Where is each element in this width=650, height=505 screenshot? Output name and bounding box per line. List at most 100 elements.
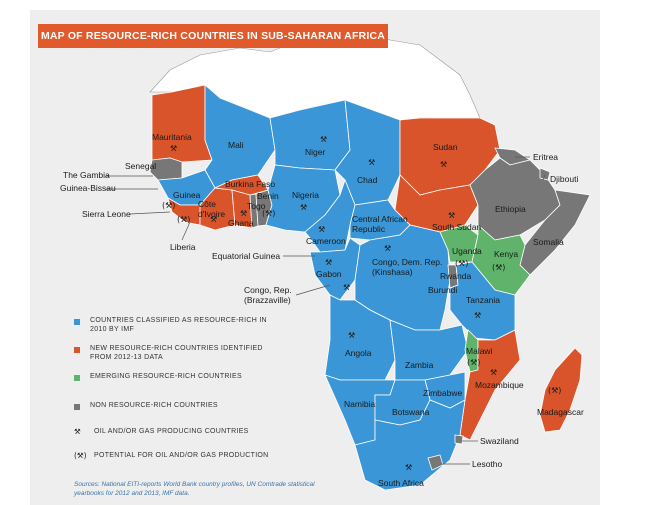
label-botswana: Botswana	[392, 407, 430, 417]
oil-producing-icon: ⚒	[74, 427, 81, 436]
label-zimbabwe: Zimbabwe	[423, 388, 462, 398]
country-zambia[interactable]	[389, 319, 469, 381]
country-tanzania[interactable]	[449, 261, 516, 341]
label-south-africa: South Africa	[378, 478, 424, 488]
oil-producing-icon: ⚒	[343, 283, 350, 292]
label-burundi: Burundi	[428, 285, 457, 295]
callout-leaders	[106, 156, 546, 465]
label-drc: Congo, Dem. Rep. (Kinshasa)	[372, 257, 442, 277]
label-ethiopia: Ethiopia	[495, 204, 526, 214]
legend-item-emerging: EMERGING RESOURCE-RICH COUNTRIES	[74, 372, 242, 381]
country-madagascar[interactable]	[539, 347, 583, 433]
legend-item-non-resource-rich: NON RESOURCE-RICH COUNTRIES	[74, 401, 218, 410]
callout-guinea-bissau: Guinea-Bissau	[60, 183, 116, 193]
label-nigeria: Nigeria	[292, 190, 319, 200]
label-togo: Togo	[247, 201, 266, 211]
label-malawi: Malawi	[466, 346, 493, 356]
oil-producing-icon: ⚒	[474, 311, 481, 320]
oil-producing-icon: ⚒	[325, 258, 332, 267]
legend-swatch-blue	[74, 319, 80, 325]
legend-swatch-gray	[74, 404, 80, 410]
oil-potential-icon: (⚒)	[467, 358, 480, 367]
oil-potential-icon: (⚒)	[492, 263, 505, 272]
label-ghana: Ghana	[228, 218, 254, 228]
country-lesotho[interactable]	[427, 454, 444, 471]
legend-swatch-red	[74, 347, 80, 353]
callout-congo-rep: Congo, Rep. (Brazzaville)	[244, 285, 292, 305]
sources-note: Sources: National EITI-reports World Ban…	[74, 481, 315, 497]
oil-producing-icon: ⚒	[368, 158, 375, 167]
oil-producing-icon: ⚒	[348, 331, 355, 340]
country-mauritania[interactable]	[151, 84, 213, 163]
label-rwanda: Rwanda	[440, 271, 471, 281]
callout-senegal: Senegal	[125, 161, 156, 171]
legend-swatch-green	[74, 375, 80, 381]
country-cameroon[interactable]	[304, 178, 356, 253]
oil-producing-icon: ⚒	[300, 203, 307, 212]
label-chad: Chad	[357, 175, 378, 185]
label-uganda: Uganda	[452, 246, 482, 256]
legend-text: OIL AND/OR GAS PRODUCING COUNTRIES	[94, 428, 249, 435]
label-somalia: Somalia	[533, 237, 564, 247]
label-burkina-faso: Burkina Faso	[225, 179, 275, 189]
oil-producing-icon: ⚒	[448, 211, 455, 220]
oil-producing-icon: ⚒	[210, 215, 217, 224]
label-benin: Benin	[257, 191, 279, 201]
callout-swaziland: Swaziland	[480, 436, 519, 446]
oil-symbols: ⚒ ⚒ ⚒ ⚒ ⚒ ⚒ ⚒ ⚒ (⚒) (⚒) (⚒) ⚒ ⚒ ⚒ ⚒ (⚒) …	[162, 135, 561, 472]
label-tanzania: Tanzania	[466, 295, 500, 305]
label-niger: Niger	[305, 147, 325, 157]
oil-potential-icon: (⚒)	[262, 209, 275, 218]
legend-text: COUNTRIES CLASSIFIED AS RESOURCE-RICH IN…	[90, 317, 267, 333]
oil-producing-icon: ⚒	[384, 244, 391, 253]
callout-eritrea: Eritrea	[533, 152, 558, 162]
oil-potential-icon: (⚒)	[74, 451, 87, 460]
callout-lesotho: Lesotho	[472, 459, 503, 469]
country-kenya[interactable]	[471, 224, 531, 296]
oil-potential-icon: (⚒)	[455, 259, 468, 268]
label-mozambique: Mozambique	[475, 380, 524, 390]
oil-producing-icon: ⚒	[170, 144, 177, 153]
label-guinea: Guinea	[173, 190, 201, 200]
label-zambia: Zambia	[405, 360, 434, 370]
callout-equatorial-guinea: Equatorial Guinea	[212, 251, 280, 261]
callout-the-gambia: The Gambia	[63, 170, 110, 180]
label-sudan: Sudan	[433, 142, 458, 152]
oil-producing-icon: ⚒	[490, 368, 497, 377]
legend-text: NEW RESOURCE-RICH COUNTRIES IDENTIFIED F…	[90, 345, 263, 361]
legend-item-resource-rich: COUNTRIES CLASSIFIED AS RESOURCE-RICH IN…	[74, 316, 274, 334]
callout-liberia: Liberia	[170, 242, 196, 252]
label-angola: Angola	[345, 348, 372, 358]
legend-item-new-resource-rich: NEW RESOURCE-RICH COUNTRIES IDENTIFIED F…	[74, 344, 274, 362]
label-cote-divoire: Côte d'Ivoire	[198, 199, 225, 219]
country-swaziland[interactable]	[454, 434, 464, 445]
oil-producing-icon: ⚒	[320, 135, 327, 144]
legend-item-oil-producing: ⚒ OIL AND/OR GAS PRODUCING COUNTRIES	[74, 427, 249, 436]
callout-sierra-leone: Sierra Leone	[82, 209, 131, 219]
label-kenya: Kenya	[494, 249, 518, 259]
label-gabon: Gabon	[316, 269, 342, 279]
oil-producing-icon: ⚒	[240, 209, 247, 218]
oil-producing-icon: ⚒	[405, 463, 412, 472]
label-madagascar: Madagascar	[537, 407, 584, 417]
legend-item-oil-potential: (⚒) POTENTIAL FOR OIL AND/OR GAS PRODUCT…	[74, 451, 269, 460]
label-south-sudan: South Sudan	[432, 222, 481, 232]
label-mauritania: Mauritania	[152, 132, 192, 142]
country-djibouti[interactable]	[539, 167, 551, 181]
legend-text: NON RESOURCE-RICH COUNTRIES	[90, 402, 218, 409]
oil-producing-icon: ⚒	[318, 225, 325, 234]
oil-potential-icon: (⚒)	[162, 201, 175, 210]
label-cameroon: Cameroon	[306, 236, 346, 246]
callout-djibouti: Djibouti	[550, 174, 578, 184]
country-mozambique[interactable]	[459, 329, 521, 441]
oil-potential-icon: (⚒)	[548, 386, 561, 395]
legend-text: POTENTIAL FOR OIL AND/OR GAS PRODUCTION	[94, 452, 269, 459]
label-mali: Mali	[228, 140, 244, 150]
oil-producing-icon: ⚒	[440, 160, 447, 169]
legend-text: EMERGING RESOURCE-RICH COUNTRIES	[90, 373, 242, 380]
label-namibia: Namibia	[344, 399, 375, 409]
map-title: MAP OF RESOURCE-RICH COUNTRIES IN SUB-SA…	[38, 24, 388, 48]
oil-potential-icon: (⚒)	[177, 215, 190, 224]
label-car: Central African Republic	[352, 214, 408, 234]
